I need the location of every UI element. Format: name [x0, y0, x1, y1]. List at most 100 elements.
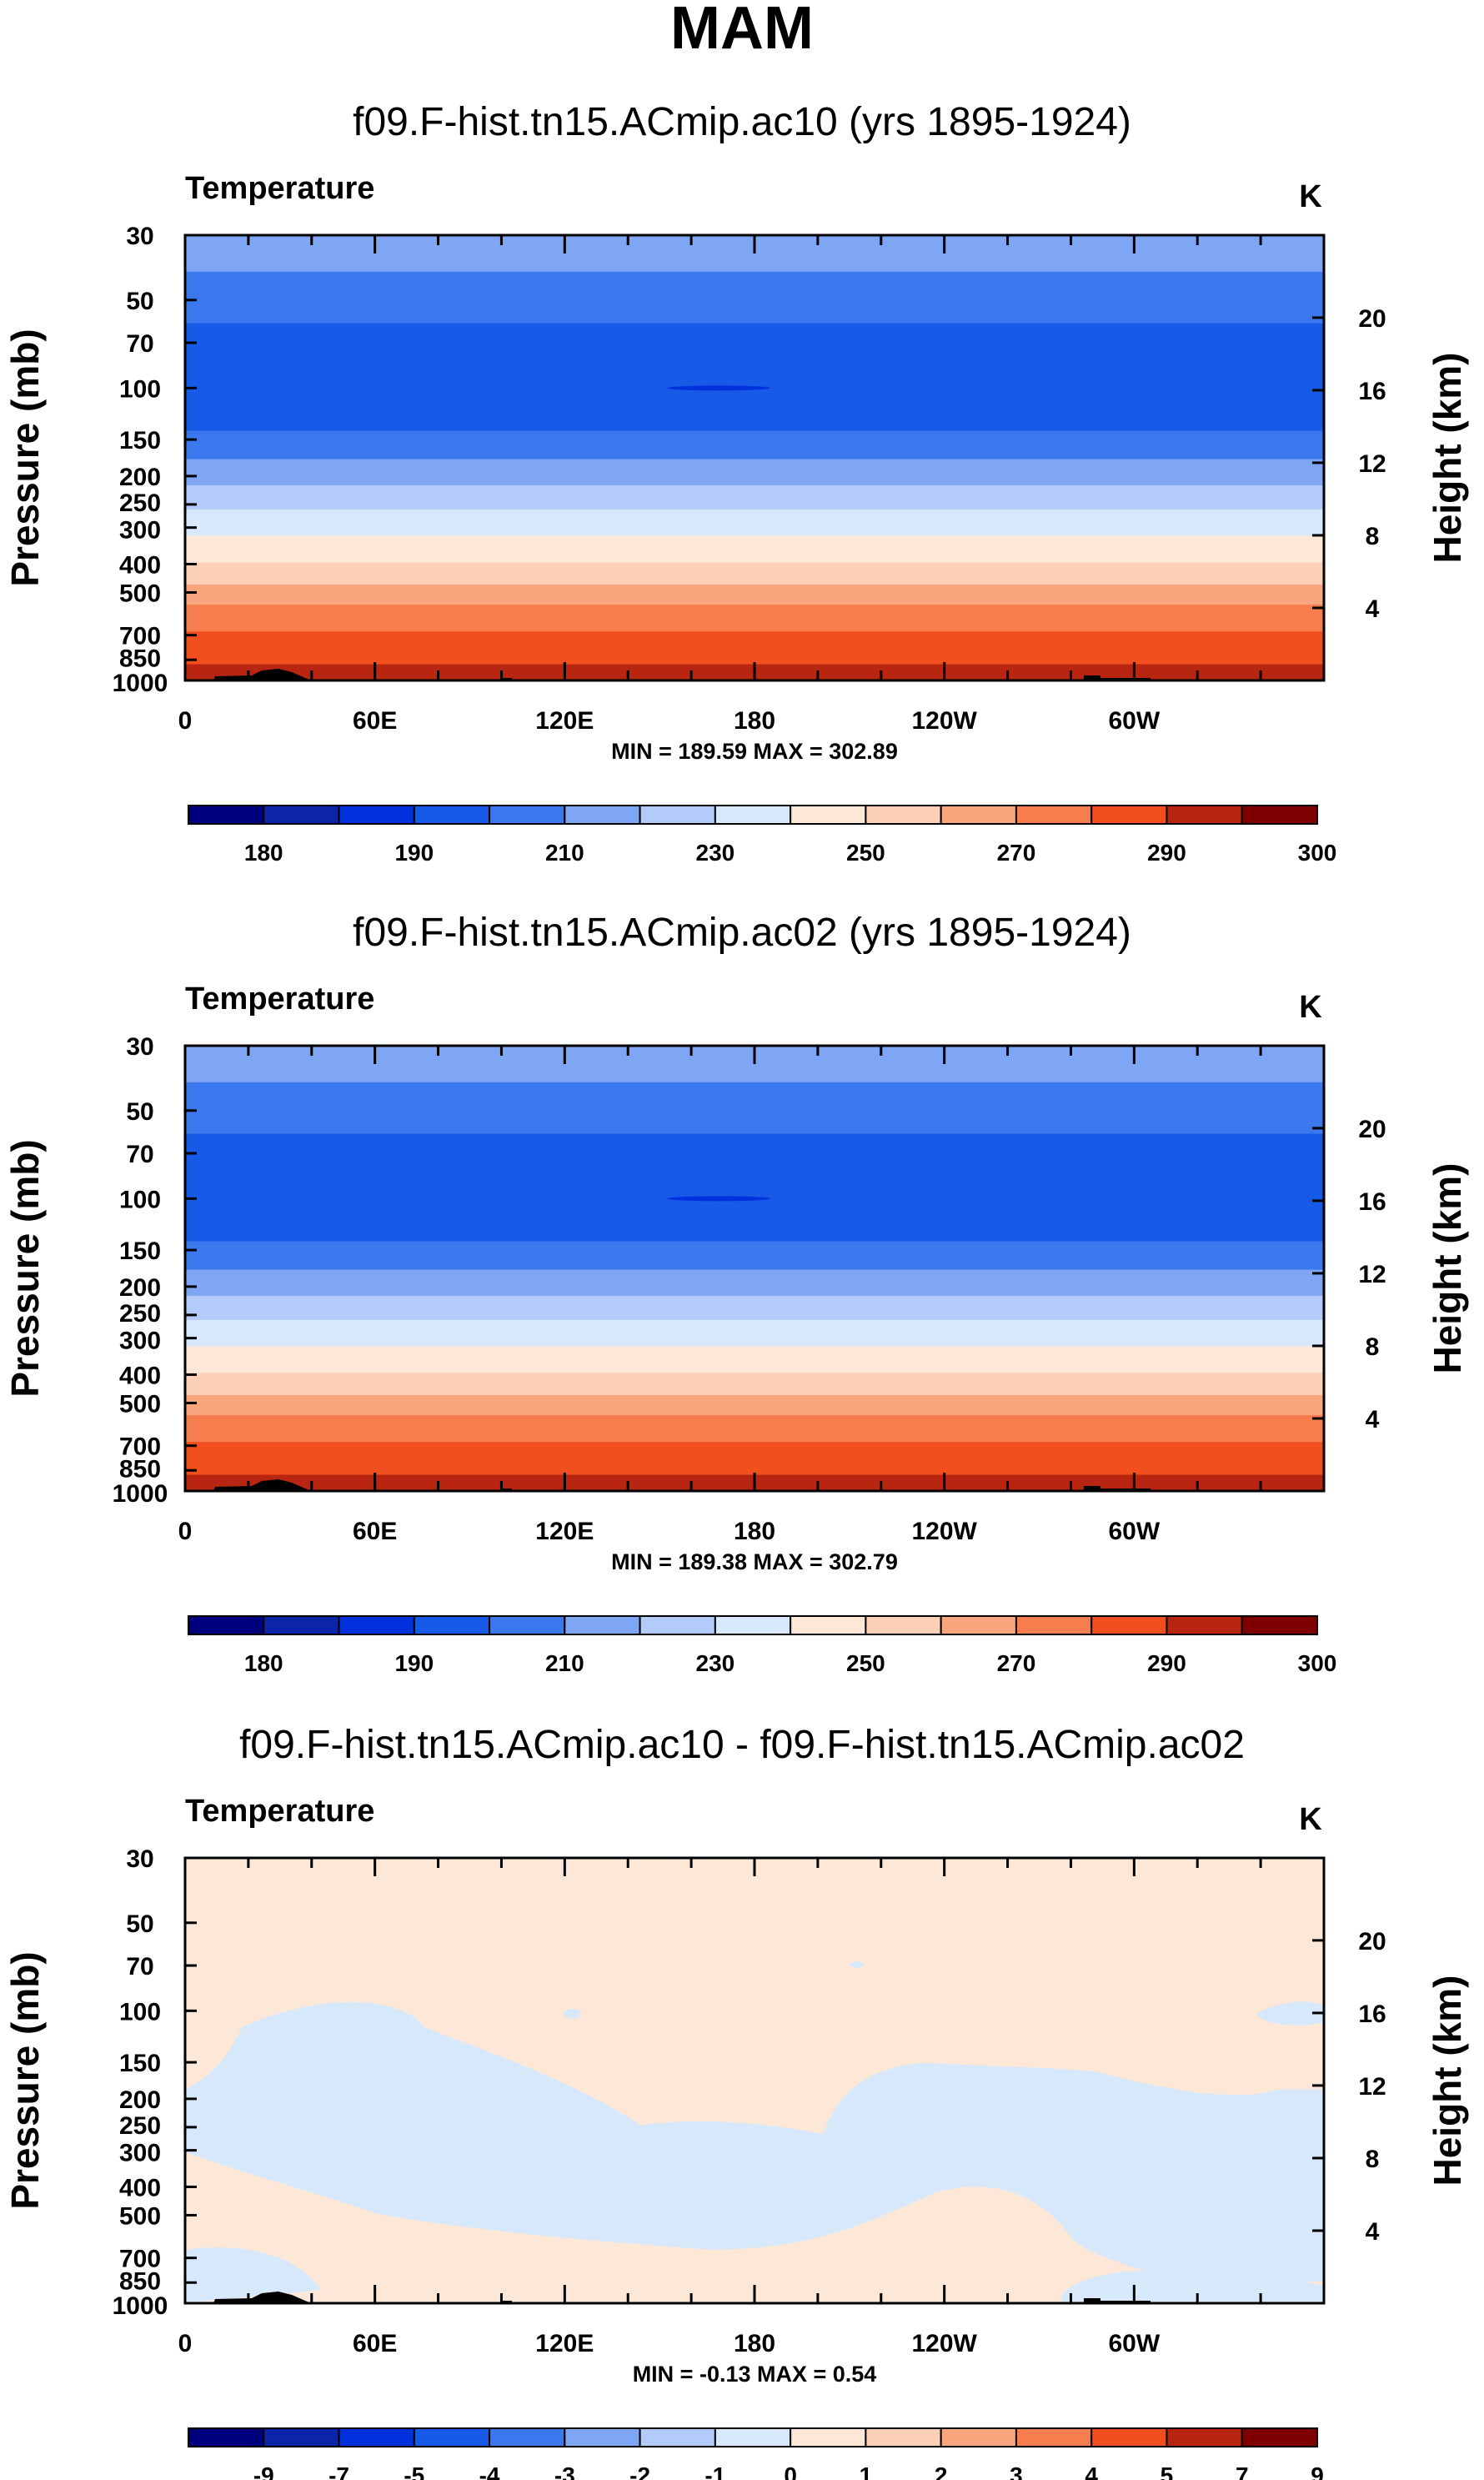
- variable-label: Temperature: [185, 1794, 374, 1829]
- lon-tick-label: 120E: [535, 2330, 594, 2357]
- lon-tick-label: 60E: [353, 707, 397, 735]
- contour-band: [185, 1295, 1324, 1321]
- variable-label: Temperature: [185, 981, 374, 1017]
- height-tick-label: 12: [1358, 450, 1386, 478]
- pressure-tick-label: 100: [119, 1998, 161, 2026]
- colorbar-label: 5: [1161, 2462, 1174, 2480]
- colorbar-box: [714, 1615, 792, 1635]
- colorbar-box: [1090, 1615, 1168, 1635]
- colorbar-label: -9: [253, 2462, 274, 2480]
- colorbar-box: [714, 805, 792, 825]
- contour-band: [185, 459, 1324, 486]
- contour-region: [1256, 2001, 1324, 2026]
- colorbar-box: [1241, 805, 1318, 825]
- height-tick-label: 8: [1366, 523, 1380, 550]
- colorbar-label: -5: [404, 2462, 424, 2480]
- lon-tick-label: 120W: [911, 707, 977, 735]
- panel-3: f09.F-hist.tn15.ACmip.ac10 - f09.F-hist.…: [3, 1723, 1469, 2480]
- colorbar-box: [489, 1615, 566, 1635]
- pressure-tick-label: 400: [119, 1362, 161, 1389]
- contour-band: [185, 1346, 1324, 1374]
- contour-band: [185, 1241, 1324, 1271]
- panel-1: f09.F-hist.tn15.ACmip.ac10 (yrs 1895-192…: [3, 100, 1469, 866]
- contour-band: [185, 509, 1324, 537]
- lon-tick-label: 60W: [1108, 2330, 1160, 2357]
- contour-band: [185, 271, 1324, 324]
- lon-tick-label: 60W: [1108, 1518, 1160, 1545]
- pressure-tick-label: 70: [126, 1953, 153, 1980]
- colorbar-box: [714, 2427, 792, 2447]
- pressure-tick-label: 500: [119, 2202, 161, 2230]
- min-max-stats: MIN = 189.59 MAX = 302.89: [611, 739, 898, 764]
- pressure-axis-label: Pressure (mb): [3, 1139, 47, 1397]
- pressure-tick-label: 700: [119, 1433, 161, 1461]
- colorbar-box: [338, 2427, 415, 2447]
- lon-tick-label: 180: [734, 707, 775, 735]
- colorbar-box: [1015, 2427, 1093, 2447]
- contour-band: [185, 604, 1324, 632]
- pressure-tick-label: 70: [126, 330, 153, 358]
- colorbar-box: [865, 1615, 942, 1635]
- colorbar-box: [1090, 2427, 1168, 2447]
- colorbar-label: 210: [545, 840, 584, 866]
- height-axis-label: Height (km): [1426, 353, 1469, 564]
- colorbar-box: [865, 805, 942, 825]
- lon-tick-label: 120E: [535, 707, 594, 735]
- colorbar-box: [564, 805, 641, 825]
- colorbar-box: [1166, 2427, 1243, 2447]
- contour-band: [185, 1319, 1324, 1348]
- height-tick-label: 4: [1366, 1406, 1380, 1433]
- colorbar-label: 180: [244, 1650, 283, 1676]
- pressure-tick-label: 1000: [113, 2292, 168, 2320]
- colorbar-box: [639, 2427, 716, 2447]
- pressure-tick-label: 250: [119, 1300, 161, 1328]
- colorbar-box: [188, 805, 265, 825]
- colorbar-label: 7: [1236, 2462, 1249, 2480]
- contour-band: [185, 1395, 1324, 1416]
- topography: [213, 669, 312, 680]
- colorbar-box: [338, 1615, 415, 1635]
- panel-title: f09.F-hist.tn15.ACmip.ac10 (yrs 1895-192…: [353, 100, 1131, 144]
- pressure-tick-label: 200: [119, 464, 161, 491]
- height-tick-label: 16: [1358, 2001, 1386, 2028]
- min-max-stats: MIN = -0.13 MAX = 0.54: [633, 2362, 877, 2387]
- colorbar-label: 1: [860, 2462, 873, 2480]
- colorbar-box: [1241, 1615, 1318, 1635]
- colorbar-label: 4: [1085, 2462, 1098, 2480]
- height-tick-label: 16: [1358, 1188, 1386, 1216]
- contour-band: [185, 323, 1324, 432]
- units-label: K: [1299, 990, 1322, 1025]
- colorbar-box: [564, 1615, 641, 1635]
- pressure-tick-label: 500: [119, 580, 161, 607]
- contour-band: [185, 535, 1324, 564]
- contour-band: [185, 585, 1324, 605]
- colorbar-box: [1166, 805, 1243, 825]
- colorbar-label: -7: [328, 2462, 349, 2480]
- lon-tick-label: 0: [178, 1518, 193, 1545]
- contour-region: [185, 2247, 322, 2303]
- height-tick-label: 8: [1366, 1333, 1380, 1361]
- colorbar-label: -1: [704, 2462, 725, 2480]
- colorbar-label: 180: [244, 840, 283, 866]
- colorbar-label: 230: [696, 840, 735, 866]
- colorbar-box: [1015, 1615, 1093, 1635]
- colorbar-box: [413, 2427, 491, 2447]
- colorbar-box: [263, 2427, 340, 2447]
- plot-area: [185, 235, 1324, 680]
- pressure-tick-label: 850: [119, 2267, 161, 2295]
- contour-region: [564, 2008, 581, 2019]
- pressure-tick-label: 200: [119, 1274, 161, 1302]
- contour-band: [185, 562, 1324, 585]
- colorbar-box: [865, 2427, 942, 2447]
- lon-tick-label: 120E: [535, 1518, 594, 1545]
- colorbar-box: [564, 2427, 641, 2447]
- height-tick-label: 8: [1366, 2146, 1380, 2173]
- height-tick-label: 4: [1366, 2218, 1380, 2246]
- lon-tick-label: 180: [734, 2330, 775, 2357]
- lon-tick-label: 60E: [353, 1518, 397, 1545]
- height-tick-label: 20: [1358, 305, 1386, 333]
- variable-label: Temperature: [185, 171, 374, 206]
- colorbar-label: -3: [554, 2462, 575, 2480]
- pressure-tick-label: 150: [119, 427, 161, 454]
